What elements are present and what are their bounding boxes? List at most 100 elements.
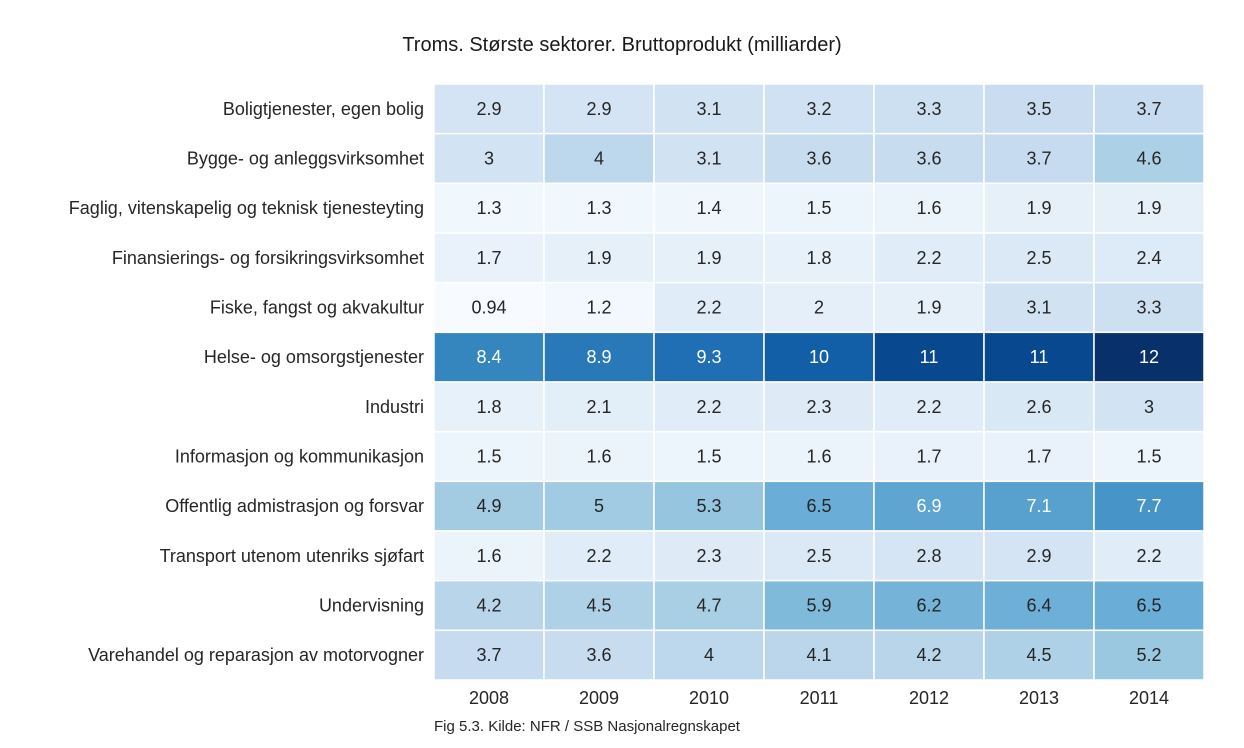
x-tick-label: 2013	[1019, 688, 1059, 708]
cell-value-label: 1.8	[476, 397, 501, 417]
heatmap-cells: 2.9 2.9 3.1 3.2 3.3 3.5 3.7 3 4 3.1 3.6 3.6 3.7 4.6 1.…	[433, 83, 1205, 681]
cell-value-label: 0.94	[471, 298, 506, 318]
cell-value-label: 5.2	[1136, 645, 1161, 665]
cell-value-label: 6.5	[806, 496, 831, 516]
x-tick-label: 2009	[579, 688, 619, 708]
heatmap-cell	[983, 83, 1095, 135]
heatmap-cell	[983, 530, 1095, 582]
heatmap-cell	[1093, 579, 1205, 632]
cell-value-label: 1.9	[586, 248, 611, 268]
heatmap-cell	[983, 132, 1095, 185]
cell-value-label: 1.6	[806, 447, 831, 467]
cell-value-label: 2.5	[1026, 248, 1051, 268]
cell-value-label: 1.7	[916, 447, 941, 467]
cell-value-label: 1.6	[476, 546, 501, 566]
cell-value-label: 8.4	[476, 347, 501, 367]
heatmap-cell	[433, 381, 545, 433]
y-tick-label: Faglig, vitenskapelig og teknisk tjenest…	[69, 198, 424, 218]
x-tick-label: 2014	[1129, 688, 1169, 708]
y-tick-label: Informasjon og kommunikasjon	[175, 447, 424, 467]
heatmap-cell	[983, 629, 1095, 681]
cell-value-label: 1.3	[476, 198, 501, 218]
heatmap-cell	[1093, 480, 1205, 532]
cell-value-label: 3.6	[586, 645, 611, 665]
heatmap-cell	[983, 480, 1095, 532]
chart-title: Troms. Største sektorer. Bruttoprodukt (…	[402, 34, 842, 56]
cell-value-label: 2.2	[696, 397, 721, 417]
cell-value-label: 4.6	[1136, 149, 1161, 169]
cell-value-label: 2.5	[806, 546, 831, 566]
cell-value-label: 2.2	[916, 397, 941, 417]
heatmap-cell	[763, 530, 875, 582]
heatmap-cell	[433, 132, 545, 185]
heatmap-cell	[543, 331, 655, 383]
heatmap-cell	[1093, 232, 1205, 284]
row-labels: Boligtjenester, egen bolig Bygge- og anle…	[69, 99, 424, 665]
heatmap-cell	[433, 530, 545, 582]
cell-value-label: 2.3	[696, 546, 721, 566]
cell-value-label: 6.4	[1026, 596, 1051, 616]
cell-value-label: 4.5	[1026, 645, 1051, 665]
heatmap-cell	[983, 430, 1095, 483]
cell-value-label: 2.9	[1026, 546, 1051, 566]
heatmap-cell	[653, 579, 765, 632]
heatmap-cell	[433, 232, 545, 284]
heatmap-cell	[543, 132, 655, 185]
heatmap-cell	[873, 281, 985, 334]
heatmap-cell	[433, 182, 545, 234]
cell-value-label: 1.7	[1026, 447, 1051, 467]
cell-value-label: 2.3	[806, 397, 831, 417]
cell-value-label: 3.5	[1026, 99, 1051, 119]
cell-value-label: 1.9	[696, 248, 721, 268]
heatmap-chart: 2.9 2.9 3.1 3.2 3.3 3.5 3.7 3 4 3.1 3.6 3.6 3.7 4.6 1.…	[69, 83, 1205, 708]
cell-value-label: 7.7	[1136, 496, 1161, 516]
cell-value-label: 4.2	[916, 645, 941, 665]
heatmap-cell	[543, 381, 655, 433]
heatmap-cell	[763, 331, 875, 383]
heatmap-cell	[983, 281, 1095, 334]
heatmap-cell	[1093, 430, 1205, 483]
cell-value-label: 3.1	[696, 149, 721, 169]
cell-value-label: 3.1	[696, 99, 721, 119]
y-tick-label: Industri	[365, 397, 424, 417]
cell-value-label: 3.3	[1136, 298, 1161, 318]
cell-value-label: 4.2	[476, 596, 501, 616]
cell-value-label: 11	[920, 347, 939, 367]
cell-value-label: 1.4	[696, 198, 721, 218]
heatmap-cell	[873, 430, 985, 483]
cell-value-label: 2.2	[586, 546, 611, 566]
heatmap-cell	[763, 182, 875, 234]
heatmap-cell	[653, 331, 765, 383]
y-tick-label: Fiske, fangst og akvakultur	[210, 298, 424, 318]
cell-value-label: 2.1	[586, 397, 611, 417]
cell-value-label: 2.9	[476, 99, 501, 119]
cell-value-label: 2.4	[1136, 248, 1161, 268]
heatmap-cell	[543, 579, 655, 632]
cell-value-label: 1.7	[476, 248, 501, 268]
heatmap-cell	[1093, 381, 1205, 433]
cell-value-label: 11	[1030, 347, 1049, 367]
x-tick-label: 2010	[689, 688, 729, 708]
cell-value-label: 2.2	[696, 298, 721, 318]
y-tick-label: Helse- og omsorgstjenester	[204, 347, 424, 367]
cell-value-label: 1.9	[916, 298, 941, 318]
cell-value-label: 4.7	[696, 596, 721, 616]
heatmap-cell	[983, 381, 1095, 433]
x-tick-label: 2011	[800, 688, 839, 708]
cell-value-label: 9.3	[696, 347, 721, 367]
cell-value-label: 1.9	[1136, 198, 1161, 218]
figure-caption: Fig 5.3. Kilde: NFR / SSB Nasjonalregnsk…	[434, 718, 740, 735]
cell-value-label: 2.2	[1136, 546, 1161, 566]
heatmap-cell	[653, 232, 765, 284]
heatmap-cell	[543, 480, 655, 532]
heatmap-cell	[763, 132, 875, 185]
cell-value-label: 6.5	[1136, 596, 1161, 616]
cell-value-label: 4	[704, 645, 714, 665]
cell-value-label: 4	[594, 149, 604, 169]
cell-value-label: 1.5	[696, 447, 721, 467]
cell-value-label: 4.1	[806, 645, 831, 665]
cell-value-label: 4.9	[476, 496, 501, 516]
cell-value-label: 8.9	[586, 347, 611, 367]
cell-value-label: 1.2	[586, 298, 611, 318]
cell-value-label: 1.8	[806, 248, 831, 268]
